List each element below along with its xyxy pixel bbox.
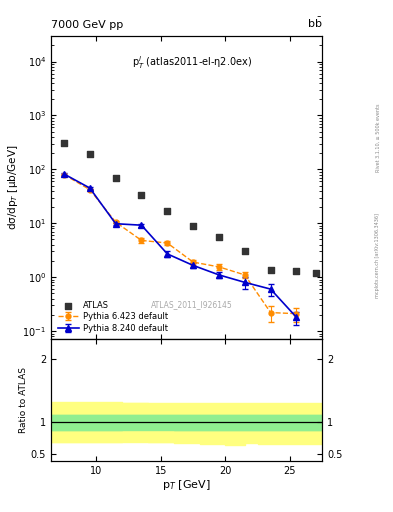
Y-axis label: Ratio to ATLAS: Ratio to ATLAS	[19, 367, 28, 433]
X-axis label: p$_T$ [GeV]: p$_T$ [GeV]	[162, 478, 211, 493]
Text: p$_T^l$ (atlas2011-el-η2.0ex): p$_T^l$ (atlas2011-el-η2.0ex)	[132, 54, 252, 71]
ATLAS	[242, 247, 248, 255]
ATLAS	[164, 207, 171, 215]
Text: mcplots.cern.ch [arXiv:1306.3436]: mcplots.cern.ch [arXiv:1306.3436]	[375, 214, 380, 298]
Y-axis label: dσ/dp$_T$ [μb/GeV]: dσ/dp$_T$ [μb/GeV]	[6, 145, 20, 230]
ATLAS	[87, 150, 93, 158]
Legend: ATLAS, Pythia 6.423 default, Pythia 8.240 default: ATLAS, Pythia 6.423 default, Pythia 8.24…	[55, 298, 171, 335]
ATLAS	[61, 139, 67, 147]
ATLAS	[138, 191, 145, 199]
ATLAS	[216, 233, 222, 241]
Text: ATLAS_2011_I926145: ATLAS_2011_I926145	[151, 300, 233, 309]
ATLAS	[190, 222, 196, 230]
Text: Rivet 3.1.10, ≥ 500k events: Rivet 3.1.10, ≥ 500k events	[375, 104, 380, 173]
ATLAS	[112, 174, 119, 182]
ATLAS	[313, 269, 319, 277]
Text: b$\bar{\rm b}$: b$\bar{\rm b}$	[307, 15, 322, 30]
Text: 7000 GeV pp: 7000 GeV pp	[51, 20, 123, 30]
ATLAS	[268, 266, 274, 274]
ATLAS	[293, 267, 299, 275]
